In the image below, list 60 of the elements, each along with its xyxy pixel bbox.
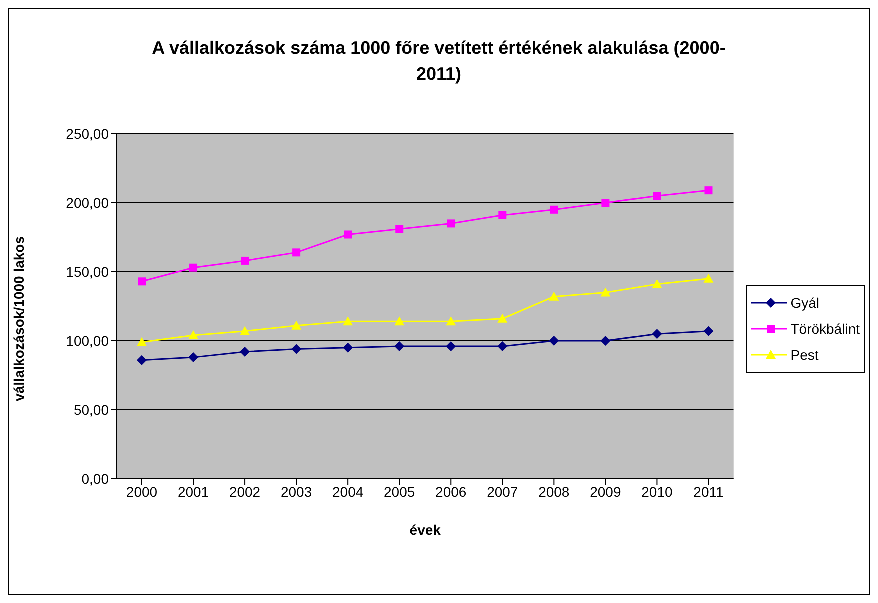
point xyxy=(394,316,405,326)
x-tick-label: 2010 xyxy=(642,484,673,500)
x-axis-title: évek xyxy=(410,522,442,538)
point xyxy=(190,264,198,272)
x-tick-label: 2002 xyxy=(229,484,261,500)
y-tick-label: 150,00 xyxy=(66,264,110,280)
point xyxy=(138,278,146,286)
point xyxy=(549,292,560,301)
point xyxy=(704,186,713,195)
point xyxy=(343,342,354,353)
point xyxy=(137,355,147,366)
point xyxy=(396,225,404,234)
point xyxy=(550,206,558,214)
point xyxy=(498,211,507,220)
point xyxy=(652,329,662,340)
x-tick-label: 2004 xyxy=(332,484,364,500)
point xyxy=(447,220,456,228)
point xyxy=(498,314,508,323)
chart-title: A vállalkozások száma 1000 főre vetített értékének alakulása (2000-2011) xyxy=(151,37,727,86)
point xyxy=(600,288,611,297)
point xyxy=(446,342,456,352)
point xyxy=(343,316,354,326)
point xyxy=(704,326,714,336)
point xyxy=(498,342,508,352)
y-tick-label: 0,00 xyxy=(82,470,110,487)
y-tick-label: 50,00 xyxy=(74,402,110,418)
point xyxy=(344,230,352,239)
y-tick-label: 200,00 xyxy=(66,194,110,211)
point xyxy=(292,248,301,257)
x-tick-label: 2008 xyxy=(538,484,570,500)
y-axis-title: vállalkozások/1000 lakos xyxy=(10,236,27,402)
legend-label: Törökbálint xyxy=(790,321,860,337)
x-tick-label: 2011 xyxy=(694,484,724,500)
x-tick-label: 2006 xyxy=(436,484,467,500)
x-tick-label: 2007 xyxy=(487,484,518,500)
point xyxy=(394,342,405,352)
point xyxy=(652,279,662,288)
x-tick-label: 2009 xyxy=(590,484,622,500)
legend-label: Pest xyxy=(790,347,819,363)
point xyxy=(446,316,456,326)
x-tick-label: 2000 xyxy=(126,484,158,500)
point xyxy=(292,344,302,354)
point xyxy=(653,192,662,200)
point xyxy=(188,330,199,340)
x-tick-label: 2003 xyxy=(280,484,312,500)
point xyxy=(600,336,611,346)
y-tick-label: 100,00 xyxy=(66,332,110,349)
x-tick-label: 2005 xyxy=(384,484,416,500)
x-tick-label: 2001 xyxy=(178,484,210,500)
point xyxy=(240,326,250,336)
point xyxy=(704,274,714,283)
point xyxy=(241,256,250,265)
legend-label: Gyál xyxy=(790,295,820,311)
y-tick-label: 250,00 xyxy=(66,126,110,142)
point xyxy=(549,336,560,346)
point xyxy=(137,337,147,346)
point xyxy=(240,347,250,358)
point xyxy=(188,352,199,363)
point xyxy=(292,320,302,330)
point xyxy=(602,199,610,207)
